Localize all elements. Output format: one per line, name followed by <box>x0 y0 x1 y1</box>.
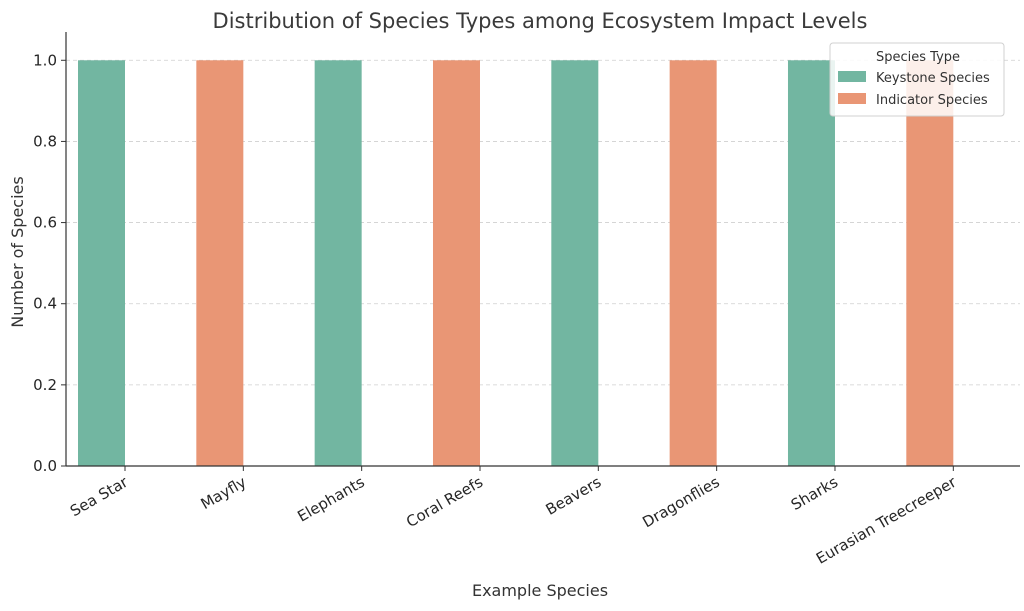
gridlines <box>66 59 1020 386</box>
bar-keystone-species <box>314 60 362 467</box>
x-tick-label: Coral Reefs <box>403 473 486 531</box>
x-tick-label: Beavers <box>543 473 605 519</box>
y-tick-label: 0.0 <box>33 457 57 475</box>
x-tick-label: Dragonflies <box>639 473 722 532</box>
bar-keystone-species <box>787 60 835 467</box>
bar-keystone-species <box>551 60 599 467</box>
legend: Species Type Keystone Species Indicator … <box>829 42 1005 117</box>
bar-indicator-species <box>906 60 954 467</box>
bar-indicator-species <box>432 60 480 467</box>
y-ticks: 0.0 0.2 0.4 0.6 0.8 1.0 <box>33 51 66 475</box>
y-tick-label: 0.4 <box>33 295 57 313</box>
x-tick-label: Mayfly <box>198 473 250 513</box>
bar-indicator-species <box>669 60 717 467</box>
bars <box>78 60 954 467</box>
y-tick-label: 1.0 <box>33 51 57 69</box>
legend-swatch-keystone <box>838 71 866 82</box>
bar-indicator-species <box>196 60 244 467</box>
axes <box>65 32 1020 467</box>
legend-title: Species Type <box>876 50 960 65</box>
x-tick-label: Sharks <box>788 473 841 514</box>
x-ticks: Sea Star Mayfly Elephants Coral Reefs Beaver… <box>67 466 960 568</box>
legend-box <box>829 42 1005 117</box>
y-axis-label: Number of Species <box>8 176 27 327</box>
legend-swatch-indicator <box>838 93 866 104</box>
y-tick-label: 0.8 <box>33 132 57 150</box>
x-tick-label: Sea Star <box>67 472 132 520</box>
bar-keystone-species <box>78 60 125 467</box>
legend-label-keystone: Keystone Species <box>876 71 990 86</box>
chart-title: Distribution of Species Types among Ecos… <box>213 9 868 33</box>
legend-label-indicator: Indicator Species <box>876 93 988 108</box>
y-tick-label: 0.2 <box>33 376 57 394</box>
y-tick-label: 0.6 <box>33 214 57 232</box>
x-axis-label: Example Species <box>472 581 608 600</box>
x-tick-label: Elephants <box>294 473 368 526</box>
